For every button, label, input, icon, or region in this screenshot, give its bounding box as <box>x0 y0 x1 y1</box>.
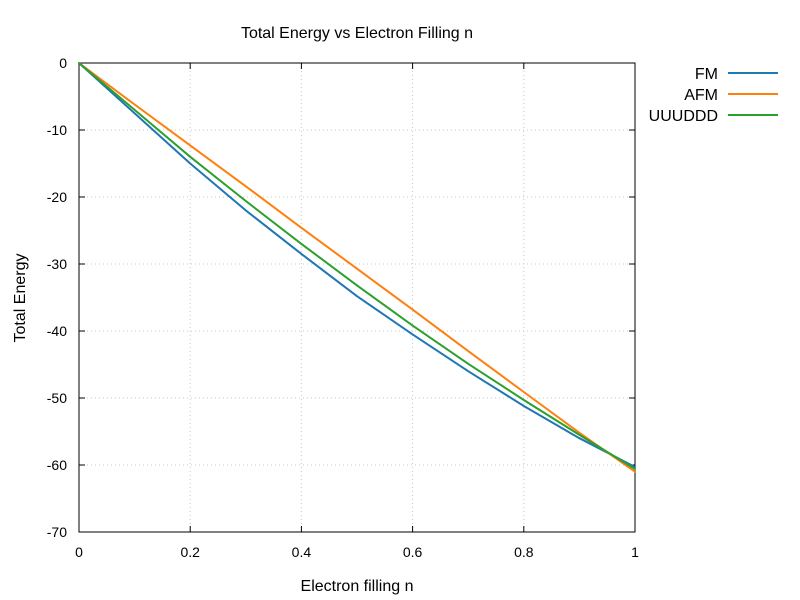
series-line-afm <box>78 62 636 473</box>
legend: FM AFM UUUDDD <box>649 66 778 125</box>
chart-title: Total Energy vs Electron Filling n <box>241 25 473 42</box>
y-tick-label: -60 <box>47 457 67 473</box>
y-tick-label: -10 <box>47 122 67 138</box>
y-tick-label: -20 <box>47 189 67 205</box>
plot-frame <box>78 62 636 533</box>
legend-label: AFM <box>684 87 718 104</box>
y-tick-label: -50 <box>47 390 67 406</box>
y-tick-label: 0 <box>59 55 67 71</box>
x-tick-label: 0.4 <box>292 544 312 560</box>
axis-ticks: 0 0.2 0.4 0.6 0.8 1 0 -10 -20 -30 -40 -50 -60 -70 <box>47 55 639 560</box>
x-axis-label: Electron filling n <box>301 578 414 595</box>
series-lines <box>78 62 636 473</box>
x-tick-label: 0.2 <box>180 544 200 560</box>
legend-label: FM <box>695 66 718 83</box>
y-tick-label: -70 <box>47 524 67 540</box>
x-tick-label: 0.8 <box>514 544 534 560</box>
x-tick-label: 0.6 <box>403 544 423 560</box>
x-tick-label: 0 <box>75 544 83 560</box>
y-tick-label: -30 <box>47 256 67 272</box>
series-line-fm <box>78 62 636 468</box>
series-line-uuuddd <box>78 62 636 470</box>
y-tick-label: -40 <box>47 323 67 339</box>
legend-label: UUUDDD <box>649 108 718 125</box>
y-axis-label: Total Energy <box>12 254 29 343</box>
x-tick-label: 1 <box>631 544 639 560</box>
grid <box>79 63 635 532</box>
